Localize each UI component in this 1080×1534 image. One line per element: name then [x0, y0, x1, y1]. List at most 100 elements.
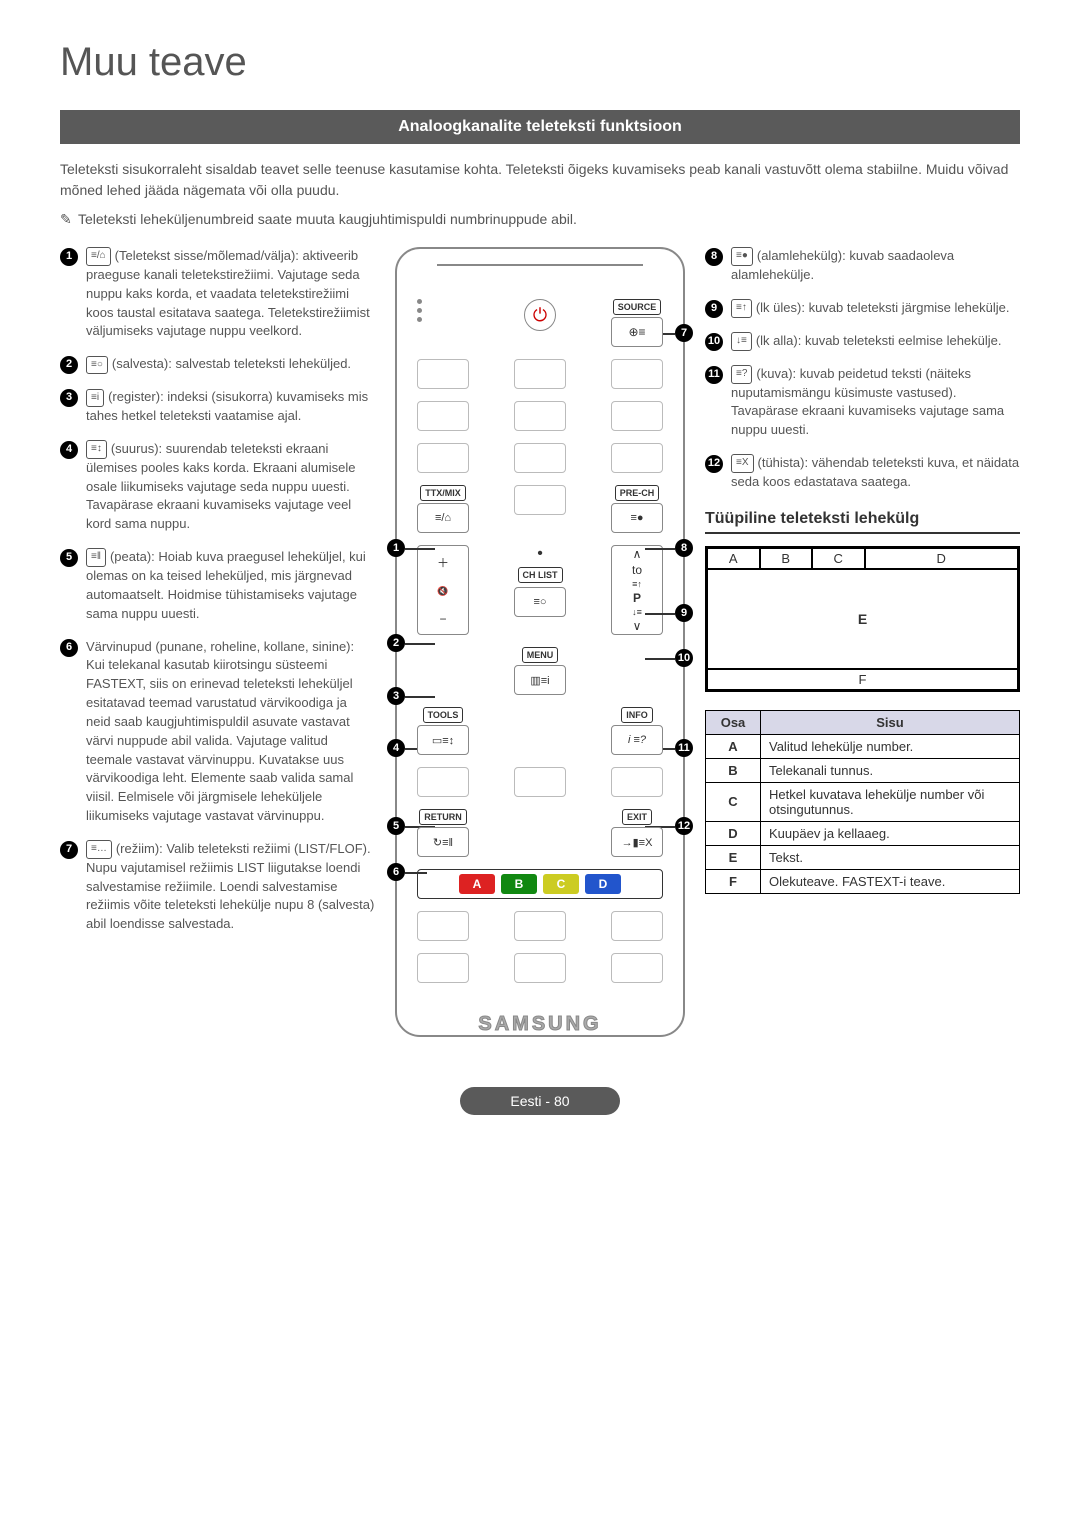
- intro-paragraph: Teleteksti sisukorraleht sisaldab teavet…: [60, 159, 1020, 201]
- teletext-icon: ≡↑: [731, 299, 752, 318]
- blank-button[interactable]: [514, 953, 566, 983]
- num-button[interactable]: [611, 443, 663, 473]
- teletext-icon: ↓≡: [731, 332, 752, 351]
- num-button[interactable]: [417, 401, 469, 431]
- bullet-icon: 2: [60, 356, 78, 374]
- volume-rocker[interactable]: ＋🔇−: [417, 545, 469, 635]
- source-button[interactable]: ⊕≡: [611, 317, 663, 347]
- menu-button[interactable]: ▥≡i: [514, 665, 566, 695]
- teletext-icon: ≡●: [731, 247, 753, 266]
- blank-button[interactable]: [611, 953, 663, 983]
- blank-button[interactable]: [417, 953, 469, 983]
- marker-6: 6: [387, 863, 405, 881]
- marker-12: 12: [675, 817, 693, 835]
- item-text: Värvinupud (punane, roheline, kollane, s…: [86, 638, 375, 826]
- table-row: ETekst.: [706, 845, 1020, 869]
- marker-9: 9: [675, 604, 693, 622]
- ttxmix-label: TTX/MIX: [420, 485, 466, 501]
- prech-button[interactable]: ≡●: [611, 503, 663, 533]
- table-cell-content: Telekanali tunnus.: [761, 758, 1020, 782]
- bullet-icon: 9: [705, 300, 723, 318]
- color-key-c[interactable]: C: [543, 874, 579, 894]
- teletext-icon: ≡‖: [86, 548, 106, 567]
- num-button[interactable]: [514, 485, 566, 515]
- bullet-icon: 10: [705, 333, 723, 351]
- tt-cell-a: A: [707, 548, 760, 569]
- bullet-icon: 6: [60, 639, 78, 657]
- bullet-icon: 7: [60, 841, 78, 859]
- return-button[interactable]: ↻≡‖: [417, 827, 469, 857]
- list-item: 8≡●(alamlehekülg): kuvab saadaoleva alam…: [705, 247, 1020, 285]
- marker-3: 3: [387, 687, 405, 705]
- chlist-button[interactable]: ≡○: [514, 587, 566, 617]
- remote-column: 1 2 3 4 5 6 7 8 9 10 11 12: [395, 247, 685, 1037]
- color-key-b[interactable]: B: [501, 874, 537, 894]
- table-cell-part: D: [706, 821, 761, 845]
- num-button[interactable]: [417, 359, 469, 389]
- ttxmix-button[interactable]: ≡/⌂: [417, 503, 469, 533]
- marker-4: 4: [387, 739, 405, 757]
- item-text: ≡↑(lk üles): kuvab teleteksti järgmise l…: [731, 299, 1020, 318]
- blank-button[interactable]: [611, 767, 663, 797]
- list-item: 11≡?(kuva): kuvab peidetud teksti (näite…: [705, 365, 1020, 440]
- color-key-a[interactable]: A: [459, 874, 495, 894]
- blank-button[interactable]: [417, 767, 469, 797]
- blank-button[interactable]: [514, 911, 566, 941]
- bullet-icon: 5: [60, 549, 78, 567]
- table-head-content: Sisu: [761, 710, 1020, 734]
- table-cell-part: A: [706, 734, 761, 758]
- bullet-icon: 12: [705, 455, 723, 473]
- item-text: ≡X(tühista): vähendab teleteksti kuva, e…: [731, 454, 1020, 492]
- page-title: Muu teave: [60, 40, 1020, 90]
- table-row: CHetkel kuvatava lehekülje number või ot…: [706, 782, 1020, 821]
- blank-button[interactable]: [514, 767, 566, 797]
- tt-cell-e: E: [707, 569, 1018, 669]
- table-cell-content: Hetkel kuvatava lehekülje number või ots…: [761, 782, 1020, 821]
- num-button[interactable]: [514, 443, 566, 473]
- teletext-icon: ≡…: [86, 840, 112, 859]
- num-button[interactable]: [417, 443, 469, 473]
- blank-button[interactable]: [417, 911, 469, 941]
- num-button[interactable]: [611, 401, 663, 431]
- item-text: ≡‖(peata): Hoiab kuva praegusel lehekülj…: [86, 548, 375, 623]
- marker-2: 2: [387, 634, 405, 652]
- power-button[interactable]: ⏻: [524, 299, 556, 331]
- tools-button[interactable]: ▭≡↕: [417, 725, 469, 755]
- table-cell-part: E: [706, 845, 761, 869]
- item-text: ≡●(alamlehekülg): kuvab saadaoleva alaml…: [731, 247, 1020, 285]
- table-cell-part: C: [706, 782, 761, 821]
- num-button[interactable]: [514, 359, 566, 389]
- bullet-icon: 4: [60, 441, 78, 459]
- list-item: 3≡i(register): indeksi (sisukorra) kuvam…: [60, 388, 375, 426]
- bullet-icon: 1: [60, 248, 78, 266]
- info-button[interactable]: i ≡?: [611, 725, 663, 755]
- brand-logo: SAMSUNG: [417, 1013, 663, 1036]
- blank-button[interactable]: [611, 911, 663, 941]
- item-text: ≡○(salvesta): salvestab teleteksti lehek…: [86, 355, 375, 374]
- table-row: DKuupäev ja kellaaeg.: [706, 821, 1020, 845]
- marker-7: 7: [675, 324, 693, 342]
- prech-label: PRE-CH: [615, 485, 660, 501]
- tt-cell-f: F: [707, 669, 1018, 690]
- num-button[interactable]: [611, 359, 663, 389]
- color-key-d[interactable]: D: [585, 874, 621, 894]
- tt-cell-b: B: [760, 548, 813, 569]
- exit-button[interactable]: →▮≡X: [611, 827, 663, 857]
- list-item: 6 Värvinupud (punane, roheline, kollane, …: [60, 638, 375, 826]
- channel-rocker[interactable]: ∧ to ≡↑ P ↓≡ ∨: [611, 545, 663, 635]
- left-column: 1≡/⌂(Teletekst sisse/mõlemad/välja): akt…: [60, 247, 375, 1037]
- marker-1: 1: [387, 539, 405, 557]
- teletext-page-diagram: A B C D E F: [705, 546, 1020, 692]
- teletext-icon: ≡i: [86, 389, 104, 408]
- teletext-icon: ≡X: [731, 454, 754, 473]
- table-cell-content: Olekuteave. FASTEXT-i teave.: [761, 869, 1020, 893]
- list-item: 2 ≡○(salvesta): salvestab teleteksti lehe…: [60, 355, 375, 374]
- num-button[interactable]: [514, 401, 566, 431]
- item-text: ↓≡(lk alla): kuvab teleteksti eelmise le…: [731, 332, 1020, 351]
- table-row: BTelekanali tunnus.: [706, 758, 1020, 782]
- sub-heading: Tüüpiline teleteksti lehekülg: [705, 510, 1020, 534]
- remote-control: 1 2 3 4 5 6 7 8 9 10 11 12: [395, 247, 685, 1037]
- list-item: 10 ↓≡(lk alla): kuvab teleteksti eelmise …: [705, 332, 1020, 351]
- tools-label: TOOLS: [423, 707, 464, 723]
- table-cell-part: F: [706, 869, 761, 893]
